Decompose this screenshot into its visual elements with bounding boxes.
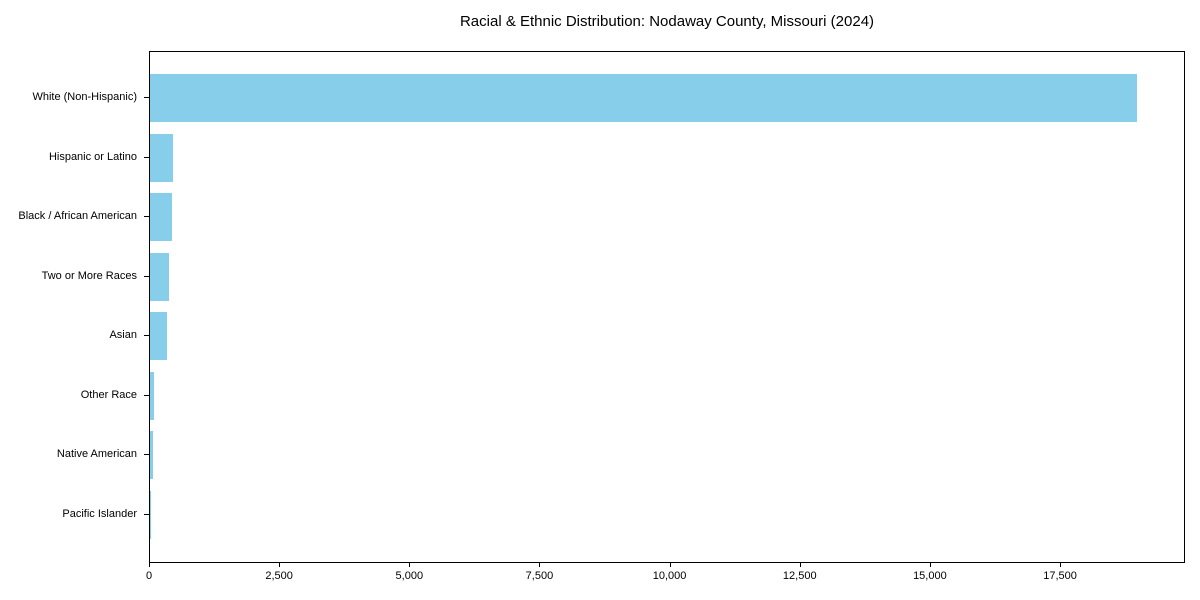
xtick-label-17500: 17,500	[1043, 570, 1077, 582]
x-tick-mark	[279, 563, 281, 567]
xtick-label-0: 0	[145, 570, 153, 582]
xtick-label-2500: 2,500	[265, 570, 293, 582]
xtick-label-5000: 5,000	[395, 570, 424, 582]
bar-pacific-islander	[150, 490, 151, 539]
ytick-label-hispanic-or-latino: Hispanic or Latino	[48, 150, 137, 163]
xtick-label-15000: 15,000	[913, 570, 947, 582]
y-tick-mark	[144, 97, 149, 98]
ytick-label-two-or-more-races: Two or More Races	[41, 269, 137, 282]
x-tick-mark	[799, 563, 801, 567]
ytick-label-white-non-hispanic: White (Non-Hispanic)	[32, 91, 137, 103]
ytick-label-native-american: Native American	[56, 448, 137, 461]
bar-black-african-american	[150, 193, 173, 242]
plot-area	[149, 51, 1185, 563]
bar-other-race	[150, 371, 155, 420]
y-tick-mark	[144, 513, 149, 515]
y-tick-mark	[144, 216, 149, 218]
x-tick-mark	[929, 563, 931, 567]
ytick-label-black-african-american: Black / African American	[18, 210, 137, 223]
ytick-label-asian: Asian	[109, 329, 137, 342]
y-tick-mark	[144, 394, 149, 396]
x-tick-mark	[669, 563, 671, 567]
y-tick-mark	[144, 156, 149, 158]
xtick-label-7500: 7,500	[525, 570, 554, 582]
bar-asian	[150, 312, 168, 361]
x-tick-mark	[1060, 563, 1062, 567]
xtick-label-12500: 12,500	[782, 570, 817, 582]
y-tick-mark	[144, 335, 149, 337]
y-tick-mark	[144, 275, 149, 277]
y-tick-mark	[144, 454, 149, 456]
x-tick-mark	[409, 563, 411, 567]
bar-native-american	[150, 431, 153, 480]
chart-title: Racial & Ethnic Distribution: Nodaway Co…	[459, 13, 875, 30]
xtick-label-10000: 10,000	[652, 570, 687, 582]
bar-hispanic-or-latino	[150, 133, 174, 182]
ytick-label-pacific-islander: Pacific Islander	[62, 507, 137, 520]
bar-two-or-more-races	[150, 252, 170, 301]
x-tick-mark	[149, 563, 150, 567]
ytick-label-other-race: Other Race	[80, 388, 137, 401]
bar-white-non-hispanic	[150, 74, 1137, 122]
x-tick-mark	[539, 563, 541, 567]
